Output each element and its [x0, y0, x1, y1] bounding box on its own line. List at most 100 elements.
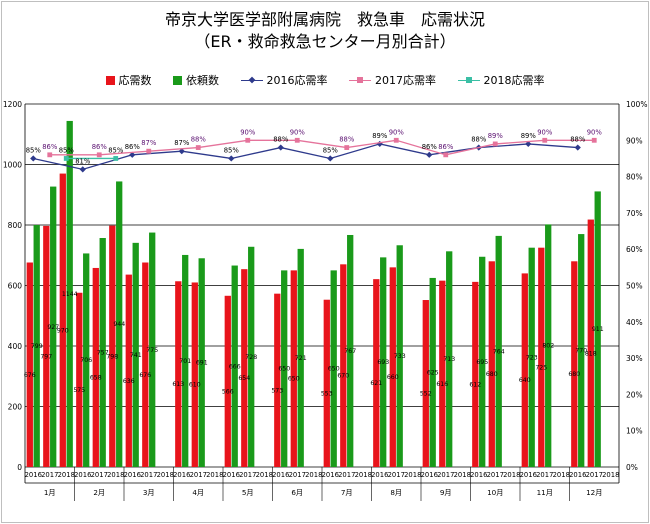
right-tick-label: 50%	[626, 282, 643, 291]
rate-lines	[30, 137, 597, 173]
label-accepted: 573	[271, 387, 283, 394]
bar-requests	[182, 254, 189, 467]
label-accepted: 575	[73, 387, 85, 394]
label-accepted: 676	[139, 372, 151, 379]
legend-swatch-requests	[173, 75, 182, 85]
bar-accepted	[224, 295, 231, 467]
label-rate2017: 90%	[537, 128, 553, 136]
bar-accepted	[274, 293, 281, 467]
label-rate2017: 87%	[141, 139, 157, 147]
bar-accepted	[439, 280, 446, 467]
bar-accepted	[488, 261, 495, 467]
year-tick-label: 2017	[289, 471, 306, 479]
year-tick-label: 2016	[520, 471, 537, 479]
label-accepted: 797	[40, 353, 52, 360]
label-requests: 666	[229, 363, 241, 370]
year-tick-label: 2016	[371, 471, 388, 479]
year-tick-label: 2017	[91, 471, 108, 479]
marker-rate2017	[146, 148, 152, 154]
bar-requests	[396, 245, 403, 467]
legend-line-rate2017	[349, 76, 371, 85]
label-accepted: 970	[57, 327, 69, 334]
left-tick-label: 600	[8, 282, 23, 291]
left-tick-label: 200	[8, 403, 23, 412]
label-accepted: 798	[106, 353, 118, 360]
label-accepted: 660	[387, 374, 399, 381]
label-requests: 713	[443, 356, 455, 363]
label-accepted: 680	[568, 371, 580, 378]
label-rate2017: 90%	[290, 128, 306, 136]
label-requests: 799	[31, 343, 43, 350]
label-accepted: 566	[222, 388, 234, 395]
label-requests: 770	[575, 348, 587, 355]
label-requests: 911	[592, 326, 604, 333]
marker-rate2016	[228, 155, 235, 162]
year-tick-label: 2018	[602, 471, 619, 479]
bar-accepted	[109, 225, 116, 467]
marker-rate2017	[542, 137, 548, 143]
legend: 応需数 依頼数 2016応需率 2017応需率 2018応需率	[0, 72, 650, 88]
bar-requests	[116, 181, 123, 467]
label-rate2016: 81%	[75, 157, 91, 165]
bar-requests	[66, 120, 73, 467]
bar-requests	[446, 251, 453, 467]
label-rate2016: 85%	[224, 146, 240, 154]
right-tick-label: 10%	[626, 427, 643, 436]
label-accepted: 818	[585, 350, 597, 357]
right-tick-label: 70%	[626, 209, 643, 218]
label-accepted: 610	[189, 382, 201, 389]
axes: 0 200 400 600 800 1000 1200 0% 10% 20% 30% 40% 50% 60…	[3, 100, 647, 501]
bar-accepted	[175, 281, 182, 467]
month-label: 1月	[44, 488, 56, 497]
label-rate2016: 87%	[174, 139, 190, 147]
bar-accepted	[422, 300, 429, 467]
bar-requests	[297, 248, 304, 467]
label-requests: 693	[377, 359, 389, 366]
marker-rate2016	[327, 155, 334, 162]
bar-accepted	[241, 269, 248, 467]
label-accepted: 650	[288, 376, 300, 383]
right-tick-label: 40%	[626, 318, 643, 327]
label-requests: 691	[196, 360, 208, 367]
chart-subtitle: （ER・救命救急センター月別合計）	[194, 32, 456, 51]
year-tick-label: 2017	[437, 471, 454, 479]
legend-line-rate2018	[457, 76, 480, 85]
marker-rate2017	[591, 137, 597, 143]
bar-requests	[248, 246, 255, 467]
month-label: 2月	[93, 488, 105, 497]
year-tick-label: 2017	[338, 471, 355, 479]
label-requests: 723	[526, 354, 538, 361]
marker-rate2016	[426, 151, 433, 158]
bar-accepted	[76, 292, 83, 467]
year-tick-label: 2018	[355, 471, 372, 479]
year-tick-label: 2016	[173, 471, 190, 479]
bar-requests	[495, 235, 502, 467]
year-tick-label: 2016	[421, 471, 438, 479]
marker-rate2018	[63, 156, 69, 161]
bar-requests	[429, 277, 436, 467]
bar-accepted	[125, 274, 132, 467]
marker-rate2017	[195, 145, 201, 150]
label-requests: 757	[97, 350, 109, 357]
label-requests: 625	[427, 369, 439, 376]
marker-rate2017	[96, 152, 102, 158]
bar-requests	[132, 242, 139, 467]
legend-line-rate2016	[240, 76, 263, 85]
label-requests: 767	[344, 348, 356, 355]
label-requests: 944	[113, 321, 125, 328]
marker-rate2016	[574, 144, 581, 151]
right-tick-label: 100%	[626, 100, 647, 109]
label-requests: 775	[146, 347, 158, 354]
right-tick-label: 80%	[626, 173, 643, 182]
label-requests: 706	[80, 357, 92, 364]
label-rate2016: 86%	[422, 143, 438, 151]
year-tick-label: 2017	[586, 471, 603, 479]
year-tick-label: 2018	[58, 471, 75, 479]
year-tick-label: 2017	[140, 471, 157, 479]
marker-rate2016	[178, 148, 185, 155]
bar-requests	[198, 258, 205, 467]
legend-label-requests: 依頼数	[186, 74, 219, 87]
label-requests: 733	[394, 353, 406, 360]
label-rate2016: 89%	[372, 132, 388, 140]
bar-requests	[330, 270, 337, 467]
